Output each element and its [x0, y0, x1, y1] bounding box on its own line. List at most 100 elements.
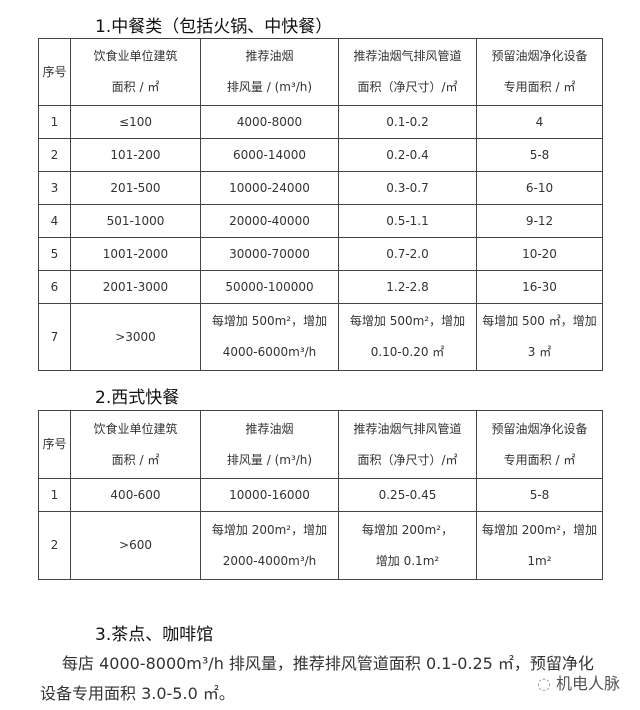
cell-line: 预留油烟净化设备 — [491, 421, 588, 436]
table-chinese-restaurant: 序号 饮食业单位建筑 面积 / ㎡ 推荐油烟排风量 / (m³/h) 推荐油烟气排风管道… — [38, 38, 603, 371]
table-cell: 0.3-0.7 — [338, 171, 477, 205]
section3-title: 3.茶点、咖啡馆 — [95, 625, 214, 645]
cell-line: 201-500 — [110, 180, 161, 195]
table-cell: 预留油烟净化设备 专用面积 / ㎡ — [476, 410, 603, 479]
cell-line: 6000-14000 — [232, 147, 307, 162]
table-cell: 序号 — [38, 410, 71, 479]
cell-line: 面积 / ㎡ — [111, 80, 160, 94]
cell-line: 面积 / ㎡ — [111, 452, 160, 467]
table-cell: 501-1000 — [70, 204, 201, 238]
table-cell: 推荐油烟 排风量 / (m³/h) — [200, 410, 339, 479]
cell-line: 5 — [50, 246, 59, 261]
table-cell: >3000 — [70, 303, 201, 371]
section3-line2: 设备专用面积 3.0-5.0 ㎡。 — [40, 684, 235, 703]
table-cell: 4 — [38, 204, 71, 238]
cell-line: >600 — [119, 538, 152, 552]
cell-line: 9-12 — [525, 213, 554, 228]
table-cell: 6000-14000 — [200, 138, 339, 172]
cell-line: 16-30 — [522, 279, 557, 294]
cell-line: 1 — [50, 114, 59, 129]
cell-line: 101-200 — [110, 147, 161, 162]
cell-line: 0.10-0.20 ㎡ — [370, 345, 445, 359]
cell-line: 6 — [50, 279, 59, 294]
cell-line: 3 — [50, 180, 59, 195]
cell-line: 6-10 — [525, 180, 554, 195]
table-cell: 10000-16000 — [200, 478, 339, 512]
cell-line: 3 ㎡ — [527, 345, 552, 359]
table-cell: 4 — [476, 105, 603, 139]
table-cell: 每增加 200m²， 增加 0.1m² — [338, 511, 477, 580]
cell-line: 7 — [50, 329, 59, 344]
table-cell: 1.2-2.8 — [338, 270, 477, 304]
table-cell: 每增加 500m²，增加 0.10-0.20 ㎡ — [338, 303, 477, 371]
cell-line: 预留油烟净化设备 — [491, 49, 588, 63]
cell-line: 5-8 — [529, 487, 550, 502]
cell-line: 1m² — [527, 553, 552, 568]
table-cell: 5-8 — [476, 138, 603, 172]
table-cell: 饮食业单位建筑 面积 / ㎡ — [70, 410, 201, 479]
table-cell: 1001-2000 — [70, 237, 201, 271]
table-cell: 1 — [38, 105, 71, 139]
cell-line: ≤100 — [119, 114, 152, 129]
cell-line: 推荐油烟气排风管道 — [353, 49, 462, 63]
cell-line: 4000-6000m³/h — [222, 345, 317, 359]
cell-line: 饮食业单位建筑 — [93, 421, 178, 436]
table-cell: 30000-70000 — [200, 237, 339, 271]
table-cell: 2001-3000 — [70, 270, 201, 304]
table-cell: 101-200 — [70, 138, 201, 172]
cell-line: 序号 — [42, 437, 67, 451]
table-row: 2 101-200 6000-14000 0.2-0.4 5-8 — [38, 138, 603, 172]
table-row: 6 2001-3000 50000-100000 1.2-2.8 16-30 — [38, 270, 603, 304]
cell-line: 1001-2000 — [102, 246, 169, 261]
cell-line: 0.7-2.0 — [386, 246, 429, 261]
table-cell: 2 — [38, 511, 71, 580]
cell-line: 1.2-2.8 — [386, 279, 429, 294]
cell-line: 排风量 / (m³/h) — [226, 452, 313, 467]
table-cell: 推荐油烟排风量 / (m³/h) — [200, 38, 339, 106]
cell-line: 501-1000 — [106, 213, 165, 228]
cell-line: 2000-4000m³/h — [222, 553, 317, 568]
table-cell: 6-10 — [476, 171, 603, 205]
cell-line: 400-600 — [110, 487, 161, 502]
cell-line: 4 — [535, 114, 544, 129]
cell-line: 排风量 / (m³/h) — [226, 80, 313, 94]
cell-line: 10000-24000 — [229, 180, 310, 195]
table-cell: 9-12 — [476, 204, 603, 238]
table-cell: 每增加 200m²，增加 2000-4000m³/h — [200, 511, 339, 580]
cell-line: 每增加 200m²，增加 — [211, 522, 328, 537]
table-cell: 6 — [38, 270, 71, 304]
table-cell: 10-20 — [476, 237, 603, 271]
table-cell: 5-8 — [476, 478, 603, 512]
cell-line: 20000-40000 — [229, 213, 310, 228]
table-cell: 0.25-0.45 — [338, 478, 477, 512]
cell-line: 饮食业单位建筑 — [93, 49, 178, 63]
table-header-row: 序号 饮食业单位建筑 面积 / ㎡ 推荐油烟排风量 / (m³/h) 推荐油烟气排风管道… — [38, 38, 603, 106]
cell-line: 序号 — [42, 64, 67, 79]
cell-line: 10000-16000 — [229, 487, 310, 502]
table-cell: 16-30 — [476, 270, 603, 304]
table-cell: 20000-40000 — [200, 204, 339, 238]
cell-line: 4 — [50, 213, 59, 228]
table-cell: 5 — [38, 237, 71, 271]
table-cell: >600 — [70, 511, 201, 580]
cell-line: 面积（净尺寸）/㎡ — [357, 80, 458, 94]
table-cell: 预留油烟净化设备 专用面积 / ㎡ — [476, 38, 603, 106]
cell-line: 推荐油烟 — [245, 49, 294, 63]
cell-line: 2 — [50, 538, 59, 552]
cell-line: 5-8 — [529, 147, 550, 162]
cell-line: >3000 — [115, 329, 156, 344]
table-cell: 2 — [38, 138, 71, 172]
table-cell: 0.7-2.0 — [338, 237, 477, 271]
section2-title: 2.西式快餐 — [95, 388, 180, 408]
cell-line: 0.3-0.7 — [386, 180, 429, 195]
table-row: 1 ≤100 4000-8000 0.1-0.2 4 — [38, 105, 603, 139]
table-row: 3 201-500 10000-24000 0.3-0.7 6-10 — [38, 171, 603, 205]
table-cell: 0.2-0.4 — [338, 138, 477, 172]
cell-line: 0.1-0.2 — [386, 114, 429, 129]
table-cell: ≤100 — [70, 105, 201, 139]
table-row: 2 >600 每增加 200m²，增加 2000-4000m³/h 每增加 200m²，… — [38, 511, 603, 580]
table-cell: 0.5-1.1 — [338, 204, 477, 238]
table-cell: 0.1-0.2 — [338, 105, 477, 139]
cell-line: 0.25-0.45 — [378, 487, 437, 502]
